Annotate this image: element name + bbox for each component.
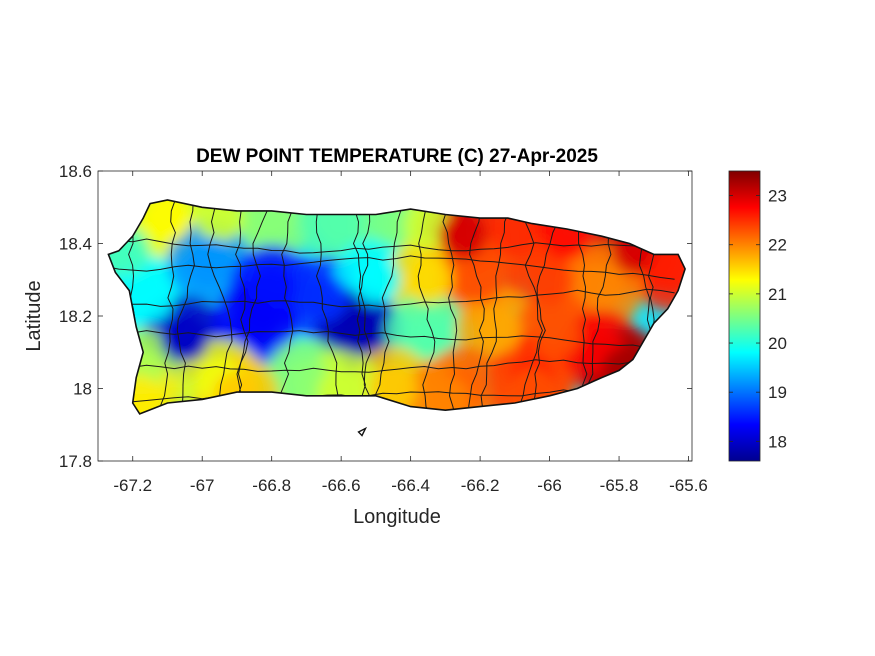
x-tick-label: -66.4 [391,476,430,495]
islet [357,426,368,437]
x-axis-label: Longitude [353,506,441,528]
municipal-border [442,200,458,414]
x-axis: -67.2 -67 -66.8 -66.6 -66.4 -66.2 -66 -65.8 -65.… [113,171,708,495]
municipal-border [207,200,233,414]
field-sample-core [143,200,192,243]
field-sample-core [438,212,487,261]
field-sample-core [299,273,348,322]
map-title: DEW POINT TEMPERATURE (C) 27-Apr-2025 [196,146,598,167]
colorbar-tick-label: 19 [768,383,787,402]
colorbar-tick-label: 22 [768,236,787,255]
colorbar-tick-label: 21 [768,285,787,304]
x-tick-label: -65.8 [600,476,639,495]
municipal-border [235,200,249,414]
y-tick-label: 17.8 [59,452,92,471]
field-sample-core [230,299,279,348]
municipal-border [176,200,195,414]
municipal-borders [108,200,675,414]
municipal-border [477,200,510,414]
x-tick-label: -66.2 [461,476,500,495]
field-sample-core [126,273,175,322]
field-sample-core [525,255,574,304]
x-tick-label: -65.6 [669,476,708,495]
municipal-border [159,200,176,414]
field-sample-core [404,310,452,359]
municipal-border [348,200,372,414]
municipal-border [370,200,406,414]
y-tick-label: 18.6 [59,162,92,181]
x-tick-label: -66.6 [322,476,361,495]
municipal-border [108,330,675,350]
municipal-border [108,288,675,308]
colorbar-tick-label: 18 [768,432,787,451]
municipal-border [273,200,298,414]
y-tick-label: 18.4 [59,235,92,254]
colorbar-gradient [728,170,761,462]
colorbar: 18 19 20 21 22 23 [728,170,787,462]
municipal-border [228,200,272,414]
municipal-border [522,200,546,414]
colorbar-ticks: 18 19 20 21 22 23 [729,187,787,451]
municipal-border [468,200,485,414]
municipal-border [108,255,675,280]
colorbar-tick-label: 23 [768,187,787,206]
field-sample-core [473,306,522,355]
y-tick-label: 18.2 [59,307,92,326]
field-sample-core [404,255,452,304]
municipal-border [417,200,436,414]
coastline [107,199,686,415]
field-sample-core [532,310,581,359]
x-tick-label: -67.2 [113,476,152,495]
field-sample-core [456,255,505,304]
field-sample-core [577,263,626,311]
municipal-lines [108,200,675,414]
y-tick-label: 18 [73,380,92,399]
map-axes: -67.2 -67 -66.8 -66.6 -66.4 -66.2 -66 -65.8 -65.… [23,162,708,528]
field-sample-core [160,313,209,362]
municipal-border [108,238,675,254]
y-axis-label: Latitude [23,280,45,351]
x-tick-label: -67 [190,476,215,495]
colorbar-tick-label: 20 [768,334,787,353]
municipal-border [108,359,675,373]
municipal-border [356,200,377,414]
x-tick-label: -66.8 [252,476,291,495]
y-axis: 18.6 18.4 18.2 18 17.8 [59,162,692,471]
x-tick-label: -66 [537,476,562,495]
field-sample-core [351,255,400,304]
field-sample-core [334,306,383,355]
